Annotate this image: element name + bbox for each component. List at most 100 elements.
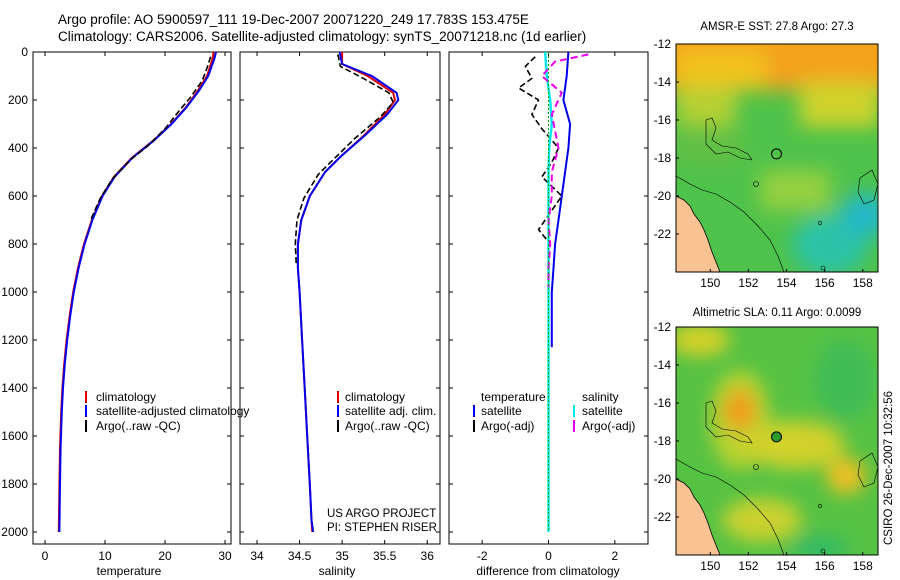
salinity-y-ticks (240, 51, 440, 533)
figure-title-line1: Argo profile: AO 5900597_111 19-Dec-2007… (58, 12, 529, 27)
map-x-tick-label: 158 (853, 276, 873, 290)
legend-swatch-sal-satellite (573, 405, 575, 417)
map-x-tick-label: 156 (815, 559, 835, 573)
x-tick-label: -2 (477, 549, 488, 563)
map-x-tick-label: 156 (815, 276, 835, 290)
map-y-tick-label: -16 (654, 113, 672, 127)
map-y-tick-label: -22 (654, 227, 672, 241)
difference-xlabel: difference from climatology (476, 564, 619, 578)
sst-reef-contour (705, 117, 753, 161)
x-tick-label: 35.5 (373, 549, 397, 563)
y-tick-label: 1000 (1, 285, 28, 299)
series-line-climatology (296, 52, 396, 533)
sst-map-panel: AMSR-E SST: 27.8 Argo: 27.3 150 1 (654, 21, 879, 290)
y-tick-label: 600 (8, 189, 28, 203)
temperature-axes-frame (32, 51, 232, 545)
difference-series (517, 51, 589, 532)
x-tick-label: 2 (611, 549, 618, 563)
x-tick-label: 20 (158, 549, 172, 563)
y-tick-label: 400 (8, 141, 28, 155)
x-tick-label: 36 (421, 549, 435, 563)
x-tick-label: 10 (98, 549, 112, 563)
legend-swatch-climatology (337, 391, 339, 403)
y-tick-label: 1600 (1, 429, 28, 443)
x-tick-label: 35 (335, 549, 349, 563)
legend-swatch-climatology (85, 391, 87, 403)
map-y-tick-label: -18 (654, 434, 672, 448)
sla-map-panel: Altimetric SLA: 0.11 Argo: 0.0099 (654, 307, 879, 573)
x-tick-label: 34 (250, 549, 264, 563)
difference-x-ticks: -2 0 2 (477, 52, 618, 563)
sst-islet (753, 181, 759, 187)
pi-credit: PI: STEPHEN RISER (327, 522, 437, 534)
salinity-xlabel: salinity (319, 564, 356, 578)
y-tick-label: 800 (8, 237, 28, 251)
temperature-panel: 0 200 400 600 800 1000 1200 1400 1600 1800 2000 0 1… (1, 45, 249, 578)
sst-land (676, 195, 721, 272)
series-line-satellite-adj-clim- (296, 51, 400, 533)
map-y-tick-label: -14 (654, 75, 672, 89)
map-y-tick-label: -20 (654, 189, 672, 203)
salinity-legend: climatology satellite adj. clim. Argo(..… (337, 390, 436, 433)
map-y-tick-label: -12 (654, 37, 672, 51)
map-y-tick-label: -22 (654, 510, 672, 524)
x-tick-label: 0 (42, 549, 49, 563)
sst-islet-contour (857, 169, 878, 205)
sst-argo-marker (771, 148, 782, 160)
legend-label-temp-satellite: satellite (481, 404, 522, 418)
y-tick-label: 1400 (1, 381, 28, 395)
legend-label-climatology: climatology (345, 390, 405, 404)
legend-label-sal-argo: Argo(-adj) (582, 419, 635, 433)
sst-islet (817, 220, 823, 226)
legend-label-climatology: climatology (96, 390, 156, 404)
sla-map-title: Altimetric SLA: 0.11 Argo: 0.0099 (693, 307, 862, 319)
temperature-xlabel: temperature (97, 564, 162, 578)
salinity-series (294, 51, 400, 533)
y-tick-label: 200 (8, 93, 28, 107)
legend-label-sal-satellite: satellite (582, 404, 623, 418)
salinity-panel: 34 34.5 35 35.5 36 salinity climatology sate… (239, 51, 441, 578)
difference-y-ticks (449, 51, 648, 533)
sla-islet-contour (857, 452, 878, 488)
y-tick-label: 0 (21, 45, 28, 59)
y-tick-label: 2000 (1, 525, 28, 539)
legend-swatch-temp-argo (473, 420, 475, 432)
legend-label-argo: Argo(..raw -QC) (96, 419, 181, 433)
sla-argo-marker (771, 431, 782, 443)
legend-label-temp-argo: Argo(-adj) (481, 419, 534, 433)
temperature-x-ticks: 0 10 20 30 (42, 52, 232, 563)
series-line-temperature-satellite (550, 51, 572, 348)
difference-panel: -2 0 2 difference from climatology tempera… (448, 51, 649, 578)
legend-swatch-satellite (337, 405, 339, 417)
legend-title-salinity: salinity (582, 390, 619, 404)
x-tick-label: 34.5 (288, 549, 312, 563)
map-y-tick-label: -14 (654, 358, 672, 372)
legend-title-temperature: temperature (481, 390, 546, 404)
map-x-tick-label: 150 (700, 276, 720, 290)
map-x-tick-label: 152 (738, 559, 758, 573)
series-line-argo-raw-qc- (89, 56, 212, 221)
series-line-satellite-adjusted-climatology (58, 51, 217, 533)
sla-islet (817, 503, 823, 509)
series-line-salinity-argo-adj- (540, 53, 589, 288)
series-line-argo-raw-qc- (294, 54, 395, 264)
series-line-temperature-argo-adj- (517, 56, 563, 245)
map-x-tick-label: 158 (853, 559, 873, 573)
temperature-y-ticks: 0 200 400 600 800 1000 1200 1400 1600 1800 2000 (1, 45, 231, 539)
sst-heatmap (676, 44, 878, 272)
y-tick-label: 1200 (1, 333, 28, 347)
series-line-climatology (57, 51, 215, 533)
map-x-tick-label: 154 (777, 276, 797, 290)
map-y-tick-label: -20 (654, 472, 672, 486)
legend-label-satellite: satellite adj. clim. (345, 404, 436, 418)
legend-swatch-argo (85, 420, 87, 432)
map-y-tick-label: -16 (654, 396, 672, 410)
salinity-axes-frame (239, 51, 441, 545)
sla-map-ticks: 150 152 154 156 158 -12 -14 -16 -18 -20 -22 (654, 320, 873, 573)
legend-label-satellite: satellite-adjusted climatology (96, 404, 249, 418)
legend-label-argo: Argo(..raw -QC) (345, 419, 430, 433)
figure-title-line2: Climatology: CARS2006. Satellite-adjuste… (58, 29, 586, 44)
legend-swatch-argo (337, 420, 339, 432)
salinity-x-ticks: 34 34.5 35 35.5 36 (250, 52, 434, 563)
csiro-timestamp: CSIRO 26-Dec-2007 10:32:56 (883, 391, 895, 545)
